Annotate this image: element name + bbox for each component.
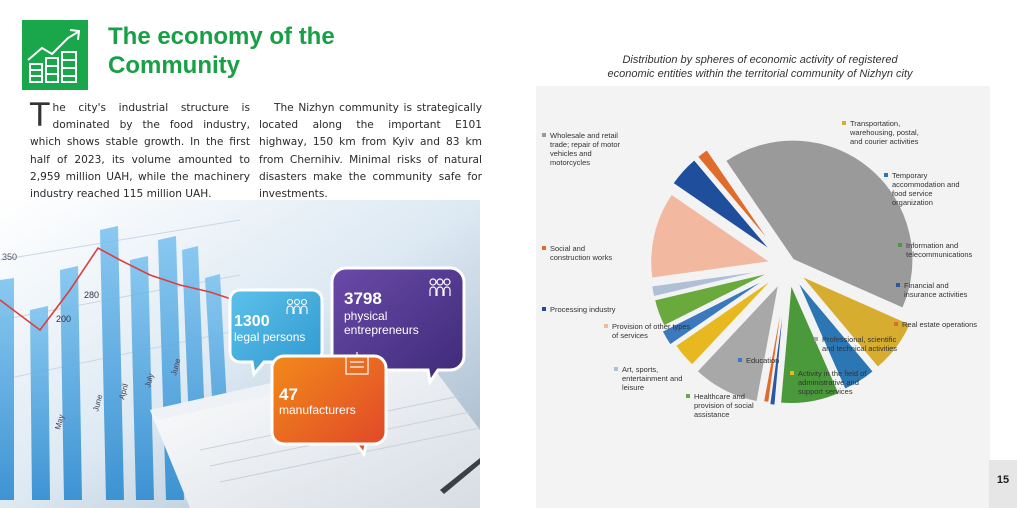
legend-marker [542,133,546,137]
slice-label: Professional, scientific and technical ac… [822,335,897,353]
legend-marker [686,394,690,398]
drop-cap: T [30,96,50,134]
people-group-icon [429,278,451,296]
axis-value-200: 200 [56,314,71,324]
slice-label: Healthcare and provision of social assista… [694,392,754,419]
slice-label: Processing industry [550,305,616,314]
manufacturers-bubble: 47 manufacturers [270,352,388,458]
stat-bubbles: 3798 physical entrepreneurs 1300 legal p… [228,266,466,458]
pie-slice [724,139,914,310]
legal-label: legal persons [234,330,305,344]
physical-label-1: physical [344,309,387,323]
axis-month-label: April [117,383,130,401]
slice-label: Education [746,356,779,365]
legend-marker [738,358,742,362]
manufacturers-value: 47 [279,385,298,404]
slice-label: Activity in the field of administrative a… [798,369,867,396]
pie-slice [695,281,781,403]
axis-month-label: June [169,357,182,377]
axis-month-label: May [53,414,66,431]
physical-label-2: entrepreneurs [344,323,419,337]
pie-slice [674,277,775,367]
physical-entrepreneurs-bubble: 3798 physical entrepreneurs [330,266,466,386]
slice-label: Information and telecommunications [906,241,973,259]
legend-marker [896,283,900,287]
axis-month-label: July [143,372,155,388]
legal-value: 1300 [234,313,270,330]
growth-chart-icon [22,20,88,90]
pie-slice [653,271,772,328]
slice-label: Wholesale and retail trade; repair of mot… [550,131,621,167]
factory-icon [345,352,369,375]
pie-slice [649,192,773,280]
axis-month-label: June [91,393,104,413]
pie-slice [800,274,912,369]
legend-marker [614,367,618,371]
pie-slice [696,148,776,249]
pie-slice [650,268,771,298]
slice-label: Financial and insurance activities [904,281,968,299]
axis-value-280: 280 [84,290,99,300]
slice-label: Real estate operations [902,320,977,329]
pie-slice [795,279,875,391]
chart-title-line-1: Distribution by spheres of economic acti… [622,54,898,66]
legal-persons-bubble: 1300 legal persons [228,288,324,378]
slice-label: Provision of other types of services [612,322,691,340]
intro-text: he city's industrial structure is domina… [30,102,250,201]
pie-slice [660,276,770,347]
legend-marker [542,246,546,250]
chart-title: Distribution by spheres of economic acti… [540,53,980,81]
legend-marker [842,121,846,125]
chart-title-line-2: economic entities within the territorial… [607,68,913,80]
pie-slice [768,285,787,407]
legend-marker [790,371,794,375]
slice-label: Social and construction works [550,244,612,262]
legend-marker [604,324,608,328]
location-paragraph: The Nizhyn community is strategically lo… [259,102,482,201]
pie-slice [762,283,786,404]
slice-label: Art, sports, entertainment and leisure [622,365,682,392]
page-number-tab [989,460,1017,508]
pie-slice [671,158,773,252]
legend-marker [898,243,902,247]
legend-marker [814,337,818,341]
pie-slice [779,283,841,405]
legend-marker [884,173,888,177]
people-icon [286,298,308,314]
page-title: The economy of the Community [108,23,335,79]
manufacturers-label: manufacturers [279,403,356,417]
axis-value-350: 350 [2,252,17,262]
slice-label: Transportation, warehousing, postal, and c… [849,119,919,146]
pie-chart: Wholesale and retail trade; repair of mot… [542,119,977,419]
physical-value: 3798 [344,289,382,308]
page-number: 15 [996,474,1010,486]
legend-marker [542,307,546,311]
legend-marker [894,322,898,326]
slice-label: Temporary accommodation and food service or… [892,171,960,207]
